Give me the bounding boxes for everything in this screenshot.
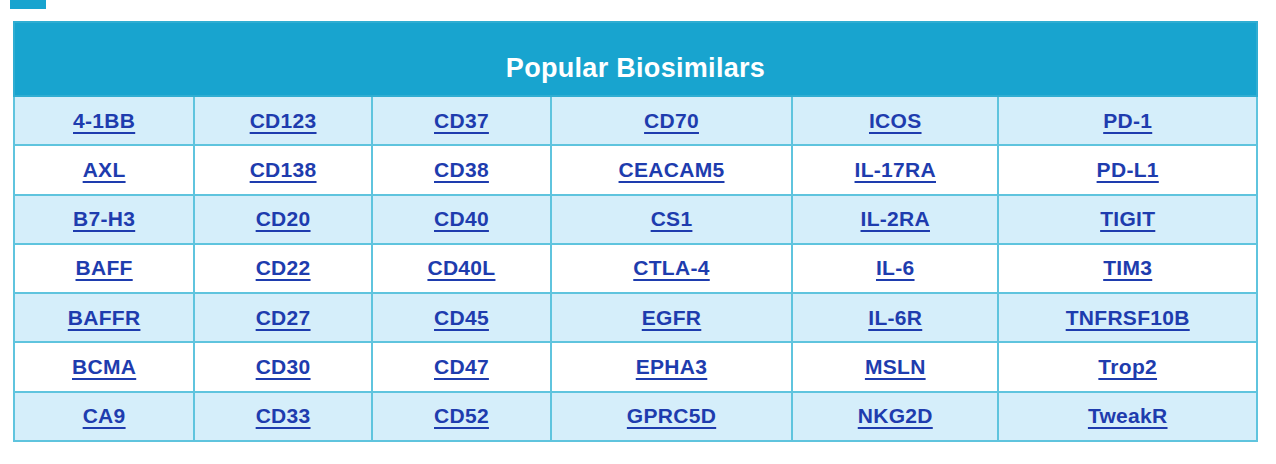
biosimilar-link[interactable]: CD70 [644,109,699,132]
table-row: BAFFR CD27 CD45 EGFR IL-6R TNFRSF10B [14,293,1257,342]
table-cell: CD47 [372,342,551,391]
biosimilar-link[interactable]: CTLA-4 [633,256,709,279]
biosimilar-link[interactable]: CD30 [256,355,311,378]
biosimilar-link[interactable]: CD45 [434,306,489,329]
biosimilar-link[interactable]: BAFFR [68,306,141,329]
biosimilar-link[interactable]: GPRC5D [627,404,716,427]
table-cell: CD30 [194,342,372,391]
biosimilar-link[interactable]: 4-1BB [73,109,135,132]
biosimilar-link[interactable]: AXL [83,158,126,181]
biosimilar-link[interactable]: CA9 [83,404,126,427]
table-cell: AXL [14,145,194,194]
biosimilar-link[interactable]: TIM3 [1103,256,1152,279]
biosimilar-link[interactable]: CD33 [256,404,311,427]
table-cell: BCMA [14,342,194,391]
table-cell: IL-6R [792,293,998,342]
table-cell: CD27 [194,293,372,342]
biosimilar-link[interactable]: CD123 [250,109,317,132]
table-cell: B7-H3 [14,195,194,244]
biosimilar-link[interactable]: CD52 [434,404,489,427]
biosimilar-link[interactable]: IL-6 [876,256,915,279]
table-cell: CD70 [551,96,792,145]
table-cell: ICOS [792,96,998,145]
biosimilar-link[interactable]: TIGIT [1100,207,1155,230]
biosimilar-link[interactable]: TweakR [1088,404,1168,427]
biosimilar-link[interactable]: NKG2D [858,404,933,427]
biosimilars-table: Popular Biosimilars 4-1BB CD123 CD37 CD70 IC… [13,21,1258,442]
biosimilar-link[interactable]: TNFRSF10B [1066,306,1190,329]
table-cell: TweakR [998,392,1257,441]
biosimilar-link[interactable]: Trop2 [1098,355,1157,378]
table-cell: NKG2D [792,392,998,441]
biosimilar-link[interactable]: PD-L1 [1097,158,1159,181]
table-cell: CD22 [194,244,372,293]
table-cell: CD45 [372,293,551,342]
table-cell: CD40 [372,195,551,244]
table-cell: BAFFR [14,293,194,342]
table-cell: CTLA-4 [551,244,792,293]
table-cell: CD40L [372,244,551,293]
table-cell: CA9 [14,392,194,441]
table-cell: CEACAM5 [551,145,792,194]
table-title: Popular Biosimilars [14,22,1257,96]
cropped-element-fragment [10,0,46,9]
table-row: BCMA CD30 CD47 EPHA3 MSLN Trop2 [14,342,1257,391]
table-cell: Trop2 [998,342,1257,391]
table-cell: CD52 [372,392,551,441]
table-cell: EPHA3 [551,342,792,391]
table-cell: PD-1 [998,96,1257,145]
table-cell: CS1 [551,195,792,244]
biosimilar-link[interactable]: EGFR [642,306,702,329]
table-cell: CD33 [194,392,372,441]
biosimilar-link[interactable]: IL-6R [868,306,922,329]
table-row: B7-H3 CD20 CD40 CS1 IL-2RA TIGIT [14,195,1257,244]
table-cell: CD123 [194,96,372,145]
table-cell: CD138 [194,145,372,194]
biosimilar-link[interactable]: MSLN [865,355,926,378]
table-cell: BAFF [14,244,194,293]
table-cell: TIGIT [998,195,1257,244]
table-row: AXL CD138 CD38 CEACAM5 IL-17RA PD-L1 [14,145,1257,194]
biosimilar-link[interactable]: CD40 [434,207,489,230]
biosimilar-link[interactable]: CEACAM5 [619,158,725,181]
table-cell: TNFRSF10B [998,293,1257,342]
biosimilar-link[interactable]: CD40L [427,256,495,279]
biosimilar-link[interactable]: CD27 [256,306,311,329]
table-cell: CD20 [194,195,372,244]
biosimilar-link[interactable]: CS1 [651,207,693,230]
biosimilar-link[interactable]: B7-H3 [73,207,135,230]
table-cell: TIM3 [998,244,1257,293]
biosimilar-link[interactable]: CD138 [250,158,317,181]
biosimilar-link[interactable]: CD38 [434,158,489,181]
biosimilars-table-container: Popular Biosimilars 4-1BB CD123 CD37 CD70 IC… [13,21,1258,442]
biosimilar-link[interactable]: IL-2RA [861,207,930,230]
biosimilar-link[interactable]: BCMA [72,355,136,378]
biosimilar-link[interactable]: IL-17RA [855,158,936,181]
table-cell: IL-2RA [792,195,998,244]
table-cell: 4-1BB [14,96,194,145]
biosimilar-link[interactable]: CD47 [434,355,489,378]
biosimilar-link[interactable]: EPHA3 [636,355,708,378]
biosimilar-link[interactable]: CD20 [256,207,311,230]
biosimilar-link[interactable]: CD22 [256,256,311,279]
table-cell: IL-6 [792,244,998,293]
table-cell: CD37 [372,96,551,145]
biosimilar-link[interactable]: BAFF [76,256,133,279]
table-row: BAFF CD22 CD40L CTLA-4 IL-6 TIM3 [14,244,1257,293]
table-cell: IL-17RA [792,145,998,194]
table-cell: CD38 [372,145,551,194]
biosimilar-link[interactable]: CD37 [434,109,489,132]
biosimilar-link[interactable]: PD-1 [1103,109,1152,132]
table-row: 4-1BB CD123 CD37 CD70 ICOS PD-1 [14,96,1257,145]
biosimilar-link[interactable]: ICOS [869,109,922,132]
table-header-row: Popular Biosimilars [14,22,1257,96]
table-cell: GPRC5D [551,392,792,441]
table-cell: EGFR [551,293,792,342]
table-cell: PD-L1 [998,145,1257,194]
table-cell: MSLN [792,342,998,391]
table-row: CA9 CD33 CD52 GPRC5D NKG2D TweakR [14,392,1257,441]
